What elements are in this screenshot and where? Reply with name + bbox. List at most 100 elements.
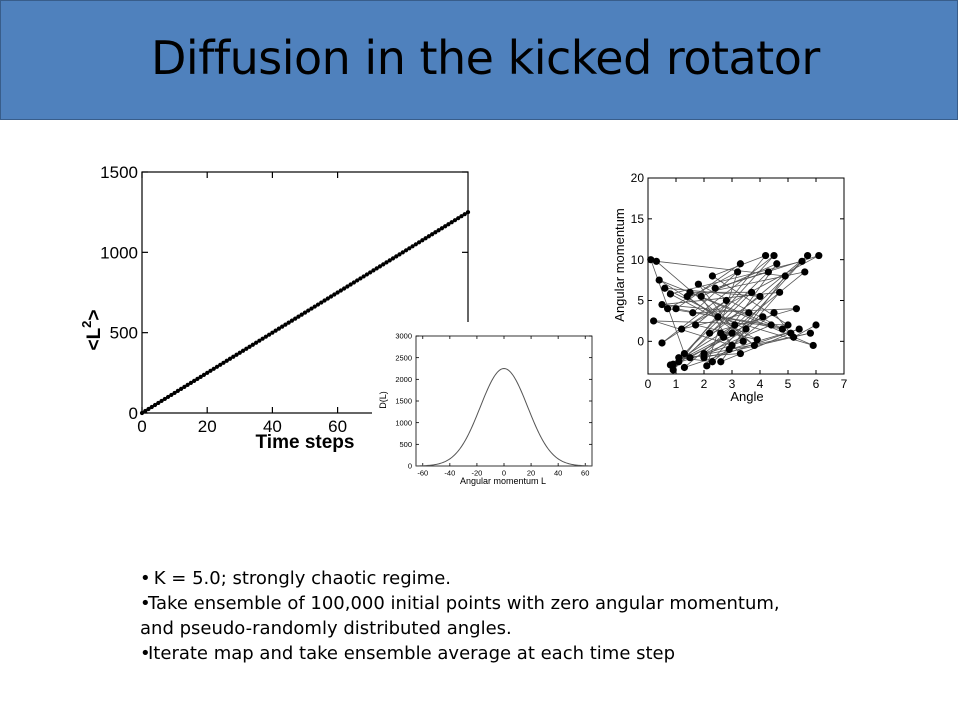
scatter-point (790, 333, 798, 341)
data-point (410, 244, 415, 249)
trajectory-segment (793, 324, 817, 338)
bullet-item: • K = 5.0; strongly chaotic regime. (140, 566, 780, 591)
y-tick-label: 500 (110, 324, 138, 343)
data-point (436, 228, 441, 233)
x-tick-label: -60 (417, 469, 428, 478)
data-point (208, 368, 213, 373)
data-point (280, 324, 285, 329)
chart-axes: 0 20 40 60 0 500 1000 1500 (100, 163, 469, 436)
data-point (335, 290, 340, 295)
data-point (218, 362, 223, 367)
plot-frame (647, 177, 845, 375)
data-point (273, 328, 278, 333)
data-point (267, 332, 272, 337)
scatter-point (773, 260, 781, 268)
data-point (430, 232, 435, 237)
scatter-point (714, 313, 722, 321)
data-point (423, 236, 428, 241)
data-point (270, 330, 275, 335)
data-point (456, 216, 461, 221)
y-tick-label: 10 (631, 253, 645, 267)
scatter-point (815, 251, 823, 260)
scatter-point (739, 337, 747, 345)
data-point (192, 378, 197, 383)
data-point (198, 374, 203, 379)
data-point (325, 296, 330, 301)
bullet-text: Iterate map and take ensemble average at… (148, 643, 676, 664)
scatter-point (700, 354, 708, 362)
y-axis-label: <L2> (80, 309, 105, 350)
trajectory-segment (678, 357, 713, 363)
phase-space-scatter-chart: 0 1 2 3 4 5 6 7 0 5 10 15 20 Angle Angular momentum (612, 171, 848, 404)
data-point (381, 262, 386, 267)
x-tick-label: 4 (757, 377, 764, 391)
data-point (231, 354, 236, 359)
scatter-point (728, 329, 736, 337)
data-point (289, 318, 295, 323)
data-point (348, 282, 353, 287)
inset-y-axis-label: D(L) (378, 391, 388, 409)
x-tick-label: 0 (645, 377, 652, 391)
data-point (384, 260, 389, 265)
scatter-point (759, 313, 767, 321)
data-point (240, 348, 246, 353)
bullet-glyph: • (140, 643, 151, 664)
x-tick-label: 2 (701, 377, 708, 391)
data-point (364, 272, 370, 277)
data-point (221, 360, 226, 365)
data-point (149, 404, 154, 410)
scatter-point (647, 256, 655, 264)
y-tick-label: 500 (399, 440, 412, 449)
x-tick-label: 5 (785, 377, 792, 391)
data-point (397, 252, 402, 257)
data-point (449, 220, 454, 225)
scatter-point (809, 341, 817, 350)
scatter-point (731, 321, 739, 329)
trajectory-segment (709, 296, 761, 334)
data-point (283, 322, 288, 327)
data-point (224, 358, 229, 363)
scatter-point (781, 272, 789, 280)
data-point (276, 326, 282, 331)
scatter-point (680, 349, 688, 358)
plot-frame (141, 171, 469, 414)
scatter-point (652, 257, 660, 265)
slide-title: Diffusion in the kicked rotator (151, 31, 820, 85)
bullet-glyph: • (140, 568, 151, 589)
y-tick-label: 5 (637, 294, 644, 308)
y-tick-label: 0 (408, 462, 412, 471)
x-tick-label: -20 (472, 469, 483, 478)
data-point (296, 314, 301, 319)
scatter-x-axis-label: Angle (730, 389, 763, 404)
scatter-point (664, 305, 672, 313)
scatter-point (722, 296, 730, 305)
data-point (387, 258, 392, 263)
x-tick-label: 0 (137, 417, 146, 436)
data-point (247, 344, 252, 349)
data-point (403, 248, 409, 253)
data-point (351, 280, 356, 285)
trajectory-lines (650, 255, 819, 371)
data-point (328, 294, 334, 299)
data-point (257, 338, 262, 343)
data-point (172, 390, 177, 396)
scatter-point (694, 280, 702, 288)
data-point (152, 402, 158, 408)
data-point (254, 340, 259, 345)
data-point (159, 398, 164, 404)
data-point (237, 350, 242, 355)
scatter-point (764, 268, 772, 276)
data-point (211, 366, 216, 371)
scatter-point (708, 272, 716, 280)
y-tick-label: 3000 (395, 332, 412, 341)
x-tick-label: 7 (841, 377, 848, 391)
trajectory-segment (675, 263, 741, 309)
data-point (390, 256, 396, 261)
data-point (299, 312, 304, 317)
y-tick-label: 0 (637, 335, 644, 349)
x-tick-label: 60 (328, 417, 347, 436)
data-point (156, 400, 161, 406)
scatter-point (734, 268, 742, 276)
data-point (400, 250, 405, 255)
data-point (143, 408, 148, 414)
